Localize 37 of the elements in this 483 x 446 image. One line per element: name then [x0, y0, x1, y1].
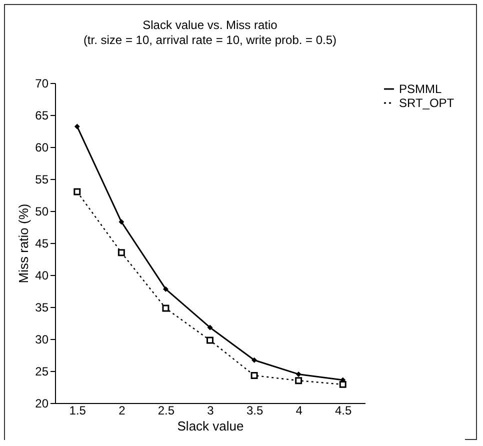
point [162, 286, 168, 292]
y-tick-label: 65 [35, 108, 49, 122]
x-tick-label: 2.5 [158, 404, 175, 418]
legend-label: SRT_OPT [399, 96, 455, 110]
point [162, 304, 170, 312]
chart-subtitle: (tr. size = 10, arrival rate = 10, write prob. = 0.5) [83, 33, 337, 47]
point [295, 377, 302, 384]
legend-label: PSMML [399, 82, 442, 96]
x-tick-label: 4 [296, 404, 303, 418]
x-tick-label: 3.5 [246, 404, 264, 418]
y-tick-label: 40 [35, 268, 49, 282]
y-tick-label: 70 [35, 76, 49, 90]
y-tick-label: 25 [35, 364, 49, 378]
point [206, 336, 214, 344]
y-tick-label: 60 [35, 140, 49, 154]
y-tick-label: 50 [35, 204, 49, 218]
x-axis-title: Slack value [177, 418, 244, 434]
point [118, 219, 124, 225]
x-tick-label: 1.5 [69, 404, 86, 418]
x-tick-label: 3 [207, 404, 214, 418]
y-tick-label: 55 [35, 172, 49, 186]
point [252, 357, 258, 363]
point [74, 124, 80, 130]
point [118, 249, 125, 256]
y-tick-label: 20 [35, 396, 49, 410]
y-tick-label: 30 [35, 332, 49, 346]
x-tick-label: 2 [118, 404, 126, 418]
y-tick-label: 35 [35, 300, 49, 314]
point [207, 324, 213, 330]
point [74, 188, 81, 196]
point [339, 380, 346, 388]
point [250, 372, 258, 379]
chart-title: Slack value vs. Miss ratio [142, 18, 278, 32]
x-tick-label: 4.5 [335, 404, 352, 418]
point [296, 371, 302, 377]
y-axis-title: Miss ratio (%) [16, 204, 32, 284]
y-tick-label: 45 [35, 236, 49, 250]
